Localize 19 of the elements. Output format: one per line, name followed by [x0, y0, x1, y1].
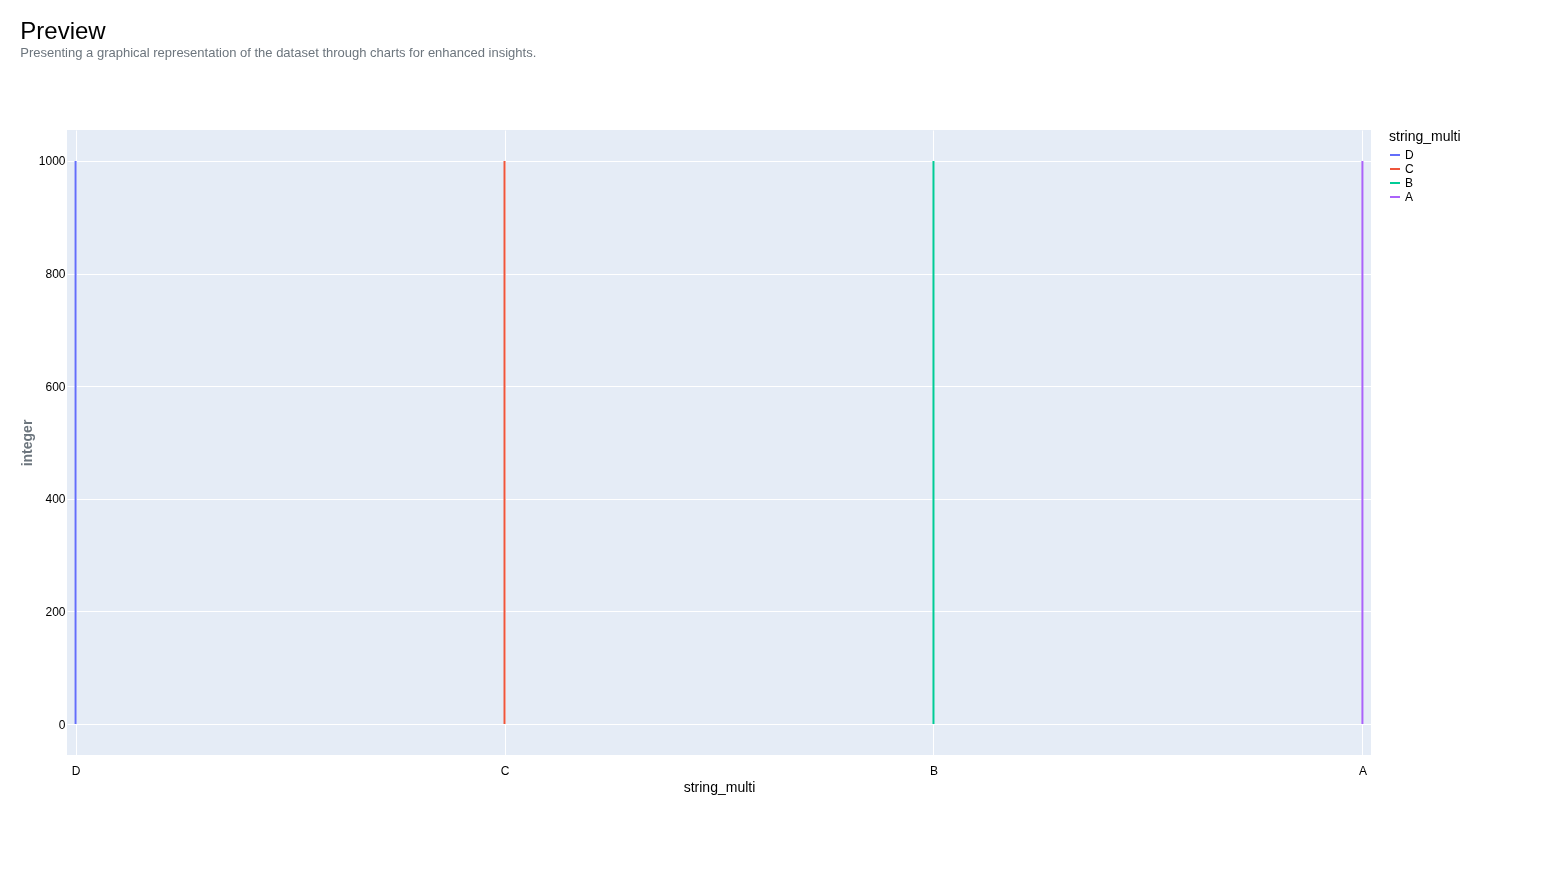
x-axis-title: string_multi — [683, 778, 756, 795]
legend-title: string_multi — [1389, 128, 1461, 144]
y-tick-label: 400 — [45, 492, 66, 507]
legend-label: B — [1405, 176, 1414, 190]
y-tick-label: 600 — [45, 379, 66, 394]
x-tick-label: A — [1358, 763, 1367, 778]
y-tick-label: 200 — [45, 604, 66, 619]
legend-label: C — [1405, 162, 1414, 176]
y-tick-label: 800 — [45, 267, 66, 282]
x-tick-label: B — [929, 763, 938, 778]
y-tick-label: 0 — [58, 717, 66, 732]
chart-title: Preview — [20, 17, 107, 44]
x-tick-label: D — [71, 763, 81, 778]
x-tick-label: C — [500, 763, 510, 778]
chart-subtitle: Presenting a graphical representation of the dataset through charts for enhanced insights. — [20, 45, 537, 60]
legend-label: D — [1405, 148, 1414, 162]
y-axis-title: integer — [18, 419, 35, 467]
legend-label: A — [1405, 190, 1414, 204]
y-tick-label: 1000 — [38, 154, 66, 169]
